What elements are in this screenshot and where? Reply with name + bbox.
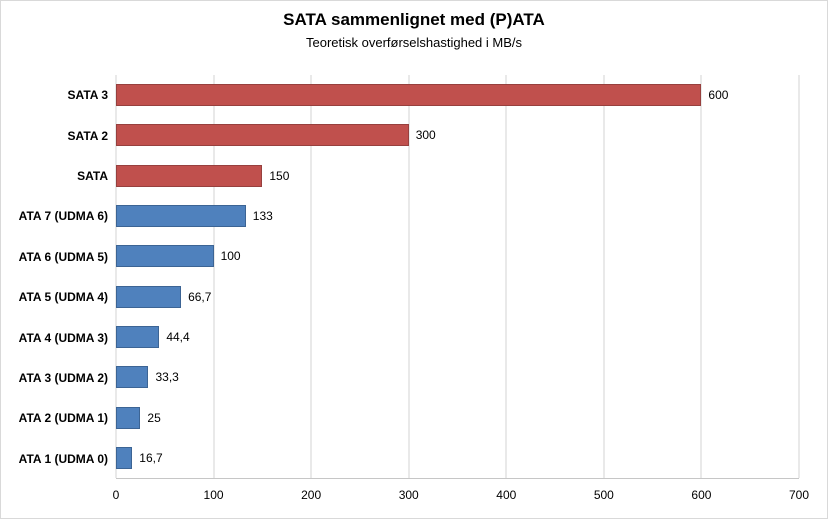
bar-value-label: 25	[147, 410, 161, 425]
chart-title: SATA sammenlignet med (P)ATA	[283, 10, 545, 29]
category-label: ATA 7 (UDMA 6)	[18, 209, 108, 224]
bar-value-label: 300	[415, 128, 436, 143]
x-axis-labels: 0 100 200 300 400 500 600 700	[112, 488, 809, 504]
gridline	[603, 75, 605, 478]
bar	[116, 84, 702, 107]
gridline	[700, 75, 702, 478]
bar-row: 600	[116, 75, 799, 115]
bar	[116, 285, 182, 308]
category-label: SATA 2	[67, 128, 108, 143]
category-label: ATA 2 (UDMA 1)	[18, 411, 108, 426]
bar	[116, 406, 141, 429]
category-label: ATA 4 (UDMA 3)	[18, 330, 108, 345]
bar-row: 133	[116, 196, 799, 236]
bar-value-label: 150	[269, 168, 290, 183]
bar-value-label: 16,7	[139, 450, 163, 465]
plot-area: 600 300 150 133 100 66,7 44,4 33,3 25 16,7	[115, 75, 800, 479]
bar-value-label: 100	[220, 249, 241, 264]
x-tick-label: 400	[496, 488, 517, 502]
category-label: ATA 6 (UDMA 5)	[18, 249, 108, 264]
category-label: ATA 5 (UDMA 4)	[18, 290, 108, 305]
bar-row: 150	[116, 156, 799, 196]
bar	[116, 205, 246, 228]
x-tick-label: 300	[398, 488, 419, 502]
category-label: SATA 3	[67, 88, 108, 103]
x-tick-label: 600	[691, 488, 712, 502]
bar-row: 33,3	[116, 357, 799, 397]
bar-value-label: 66,7	[188, 289, 212, 304]
x-tick-label: 700	[788, 488, 810, 502]
category-label: ATA 3 (UDMA 2)	[18, 371, 108, 386]
x-tick-label: 500	[593, 488, 614, 502]
bar	[116, 124, 409, 147]
bar-row: 25	[116, 397, 799, 437]
gridline	[408, 75, 410, 478]
bar-value-label: 600	[708, 88, 729, 103]
bar	[116, 366, 149, 389]
bar-value-label: 44,4	[166, 329, 190, 344]
bar	[116, 446, 133, 469]
gridline	[310, 75, 312, 478]
gridline	[798, 75, 800, 478]
x-tick-label: 200	[301, 488, 322, 502]
gridline	[213, 75, 215, 478]
x-tick-label: 100	[203, 488, 224, 502]
gridline	[115, 75, 117, 478]
bar-row: 44,4	[116, 317, 799, 357]
bar	[116, 325, 160, 348]
bar-row: 16,7	[116, 438, 799, 478]
x-tick-label: 0	[112, 488, 120, 502]
bar	[116, 245, 214, 268]
gridlines-layer	[115, 75, 800, 478]
bar-value-label: 33,3	[155, 370, 179, 385]
bar-rows: 600 300 150 133 100 66,7 44,4 33,3 25 16,7	[116, 75, 799, 478]
bar-value-label: 133	[252, 209, 273, 224]
bar-row: 300	[116, 115, 799, 155]
bar-row: 66,7	[116, 276, 799, 316]
category-labels: SATA 3 SATA 2 SATA ATA 7 (UDMA 6) ATA 6 (UDM…	[1, 75, 108, 479]
bar-row: 100	[116, 236, 799, 276]
gridline	[505, 75, 507, 478]
bar	[116, 164, 263, 187]
category-label: SATA	[77, 169, 108, 184]
category-label: ATA 1 (UDMA 0)	[18, 451, 108, 466]
chart-subtitle: Teoretisk overførselshastighed i MB/s	[305, 35, 523, 50]
